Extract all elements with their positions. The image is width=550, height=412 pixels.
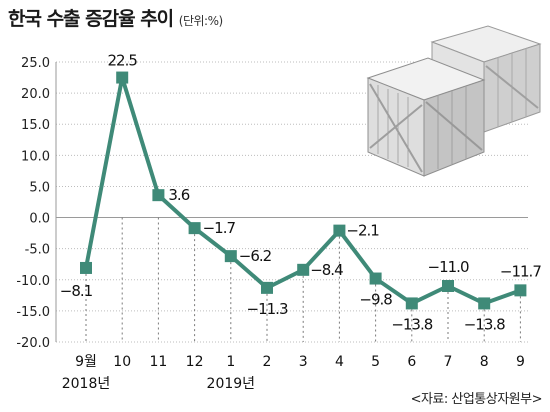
data-label-11: −13.8 (464, 315, 505, 333)
y-tick-label: 25.0 (21, 56, 50, 71)
y-tick-label: -10.0 (16, 274, 50, 289)
x-tick-label: 9월 (75, 354, 97, 370)
data-label-10: −11.0 (428, 258, 469, 276)
data-label-9: −13.8 (391, 315, 432, 333)
y-tick-label: -20.0 (16, 336, 50, 351)
data-point-4 (224, 250, 237, 263)
data-label-7: −2.1 (346, 222, 379, 240)
data-point-8 (369, 272, 382, 285)
data-point-11 (478, 297, 491, 310)
data-point-6 (297, 263, 310, 276)
x-tick-label: 8 (480, 354, 489, 370)
x-tick-label: 12 (186, 354, 204, 370)
unit-label: (단위:%) (178, 14, 223, 28)
title-text: 한국 수출 증감율 추이 (8, 8, 174, 30)
x-tick-label: 10 (113, 354, 131, 370)
x-tick-label: 5 (371, 354, 380, 370)
x-tick-label: 11 (149, 354, 167, 370)
y-tick-label: 5.0 (29, 180, 50, 195)
data-point-12 (514, 284, 527, 297)
chart-title: 한국 수출 증감율 추이 (단위:%) (8, 4, 223, 31)
x-tick-label: 6 (407, 354, 416, 370)
data-label-3: −1.7 (203, 219, 236, 237)
y-tick-label: -5.0 (25, 243, 50, 258)
x-tick-label: 2 (263, 354, 272, 370)
data-markers (80, 71, 527, 310)
data-label-8: −9.8 (359, 291, 392, 309)
x-tick-label: 3 (299, 354, 308, 370)
x-tick-label: 1 (226, 354, 235, 370)
data-point-9 (405, 297, 418, 310)
data-label-1: 22.5 (107, 52, 137, 70)
data-point-5 (261, 281, 273, 294)
x-tick-label: 7 (444, 354, 453, 370)
data-label-6: −8.4 (310, 261, 343, 279)
data-point-1 (116, 71, 129, 84)
data-point-10 (442, 280, 454, 292)
y-tick-label: 15.0 (21, 118, 50, 133)
x-tick-label: 4 (335, 354, 344, 370)
year-label: 2018년 (62, 376, 111, 392)
y-tick-label: 20.0 (21, 87, 50, 102)
y-tick-label: -15.0 (16, 305, 50, 320)
data-point-2 (152, 189, 165, 202)
drop-lines (85, 217, 521, 342)
data-point-0 (80, 261, 92, 274)
wooden-crates-icon (366, 25, 542, 177)
y-tick-label: 0.0 (29, 212, 50, 227)
data-label-4: −6.2 (239, 247, 272, 265)
data-labels: −8.1 22.5 3.6 −1.7−6.2 −11.3 −8.4 −2.1 −9.8 −13.… (60, 52, 543, 334)
data-label-2: 3.6 (168, 186, 189, 204)
data-point-7 (333, 224, 346, 237)
data-label-0: −8.1 (60, 282, 93, 300)
source-note: <자료: 산업통상자원부> (410, 392, 543, 407)
y-axis-ticks: 25.0 20.0 15.0 10.0 5.0 0.0 -5.0 -10.0 -15.0 -20.… (16, 56, 50, 351)
data-label-5: −11.3 (247, 300, 288, 318)
data-label-12: −11.7 (500, 262, 541, 280)
data-point-3 (188, 222, 201, 235)
year-label: 2019년 (207, 376, 256, 392)
x-tick-label: 9 (516, 354, 525, 370)
y-tick-label: 10.0 (21, 149, 50, 164)
